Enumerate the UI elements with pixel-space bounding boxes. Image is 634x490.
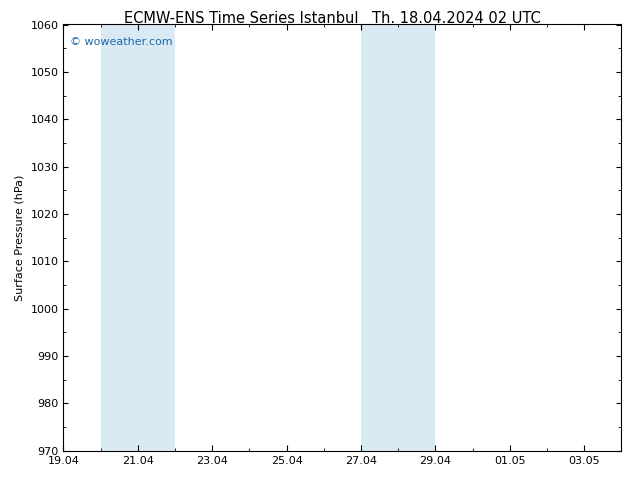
Bar xyxy=(101,24,175,451)
Y-axis label: Surface Pressure (hPa): Surface Pressure (hPa) xyxy=(15,174,25,301)
Text: ECMW-ENS Time Series Istanbul: ECMW-ENS Time Series Istanbul xyxy=(124,11,358,26)
Text: Th. 18.04.2024 02 UTC: Th. 18.04.2024 02 UTC xyxy=(372,11,541,26)
Bar xyxy=(361,24,436,451)
Text: © woweather.com: © woweather.com xyxy=(70,37,172,48)
